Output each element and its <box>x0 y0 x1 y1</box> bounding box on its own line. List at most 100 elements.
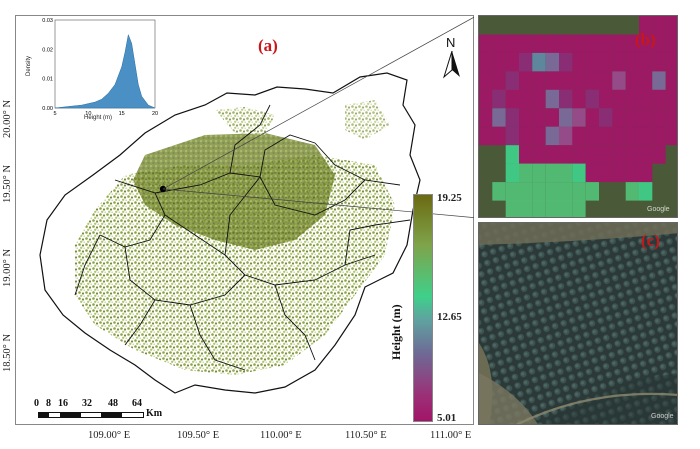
height-pixel <box>492 182 506 201</box>
height-pixel <box>625 126 639 146</box>
height-pixel <box>532 71 546 90</box>
height-pixel <box>665 52 677 72</box>
histogram-x-tick: 5 <box>53 111 56 117</box>
google-watermark-c: Google <box>651 413 674 420</box>
density-histogram: 0.00 0.01 0.02 0.03 5 10 15 20 Density Height … <box>22 14 162 124</box>
height-pixel <box>505 200 519 217</box>
height-pixel <box>639 34 653 53</box>
scale-tick-48: 48 <box>108 398 118 409</box>
histogram-ylabel: Density <box>26 55 32 76</box>
height-pixel <box>625 89 639 109</box>
height-pixel <box>652 71 666 90</box>
height-pixel <box>545 34 559 53</box>
height-pixel <box>599 52 613 72</box>
height-pixel <box>559 200 573 217</box>
height-pixel <box>479 126 493 146</box>
height-pixel <box>545 108 559 127</box>
histogram-y-tick: 0.00 <box>42 106 53 112</box>
height-pixel <box>572 52 586 72</box>
height-pixel <box>519 108 533 127</box>
height-pixel <box>505 89 519 109</box>
height-pixel <box>505 126 519 146</box>
colorbar-max-label: 19.25 <box>437 192 462 204</box>
height-pixel <box>572 145 586 164</box>
colorbar-title: Height (m) <box>389 304 403 360</box>
height-pixel <box>532 89 546 109</box>
height-pixel <box>479 108 493 127</box>
height-pixel <box>492 89 506 109</box>
height-pixel <box>639 71 653 90</box>
hainan-map <box>39 16 474 394</box>
histogram-x-tick: 20 <box>152 111 158 117</box>
histogram-y-tick: 0.02 <box>42 47 53 53</box>
height-pixel <box>519 145 533 164</box>
height-pixel <box>532 108 546 127</box>
height-pixel <box>652 126 666 146</box>
scale-bar-segments <box>38 412 144 418</box>
height-pixel <box>625 145 639 164</box>
height-pixel <box>505 71 519 90</box>
height-pixel <box>545 52 559 72</box>
height-pixel <box>585 145 599 164</box>
histogram-y-ticks: 0.00 0.01 0.02 0.03 <box>42 18 53 112</box>
histogram-y-tick: 0.03 <box>42 18 53 24</box>
height-pixel <box>639 163 653 183</box>
height-pixel <box>492 52 506 72</box>
height-pixel <box>625 182 639 201</box>
height-pixel <box>572 200 586 217</box>
height-pixel <box>599 126 613 146</box>
height-pixel <box>492 108 506 127</box>
height-pixel <box>532 126 546 146</box>
height-pixel <box>519 71 533 90</box>
panel-a-label: (a) <box>258 36 278 55</box>
height-pixel <box>505 52 519 72</box>
height-pixel <box>599 71 613 90</box>
height-pixel <box>519 89 533 109</box>
scale-unit: Km <box>146 408 163 419</box>
height-pixel <box>505 145 519 164</box>
google-watermark-b: Google <box>647 206 670 213</box>
height-pixel <box>625 34 639 53</box>
height-pixel <box>585 89 599 109</box>
height-pixel <box>585 163 599 183</box>
height-pixel <box>559 145 573 164</box>
height-pixel <box>479 89 493 109</box>
histogram-y-tick: 0.01 <box>42 77 53 83</box>
height-pixel <box>639 126 653 146</box>
scale-tick-0: 0 <box>34 398 39 409</box>
height-pixel <box>519 200 533 217</box>
height-pixel <box>585 52 599 72</box>
height-pixel <box>505 182 519 201</box>
height-pixel <box>572 163 586 183</box>
height-pixel <box>545 89 559 109</box>
height-pixel <box>665 89 677 109</box>
height-pixel <box>532 163 546 183</box>
height-pixel <box>652 16 666 35</box>
height-pixel <box>612 71 626 90</box>
height-pixel <box>559 182 573 201</box>
height-pixel <box>612 52 626 72</box>
height-pixel <box>559 71 573 90</box>
height-pixel <box>559 163 573 183</box>
height-pixel <box>532 52 546 72</box>
height-pixel <box>559 52 573 72</box>
height-pixel <box>612 145 626 164</box>
height-pixel <box>519 34 533 53</box>
height-pixel <box>492 34 506 53</box>
height-pixel <box>612 108 626 127</box>
height-pixel <box>532 145 546 164</box>
inset-b-raster <box>479 16 677 217</box>
height-pixel <box>545 126 559 146</box>
height-pixel <box>599 89 613 109</box>
height-pixel <box>532 200 546 217</box>
height-pixel <box>585 71 599 90</box>
colorbar-mid-label: 12.65 <box>437 311 462 323</box>
scale-tick-8: 8 <box>46 398 51 409</box>
height-colorbar <box>413 194 433 422</box>
height-pixel <box>572 71 586 90</box>
height-pixel <box>652 89 666 109</box>
scale-tick-16: 16 <box>58 398 68 409</box>
histogram-xlabel: Height (m) <box>84 115 113 121</box>
histogram-x-ticks: 5 10 15 20 <box>53 111 158 117</box>
panel-b-label: (b) <box>635 30 656 49</box>
